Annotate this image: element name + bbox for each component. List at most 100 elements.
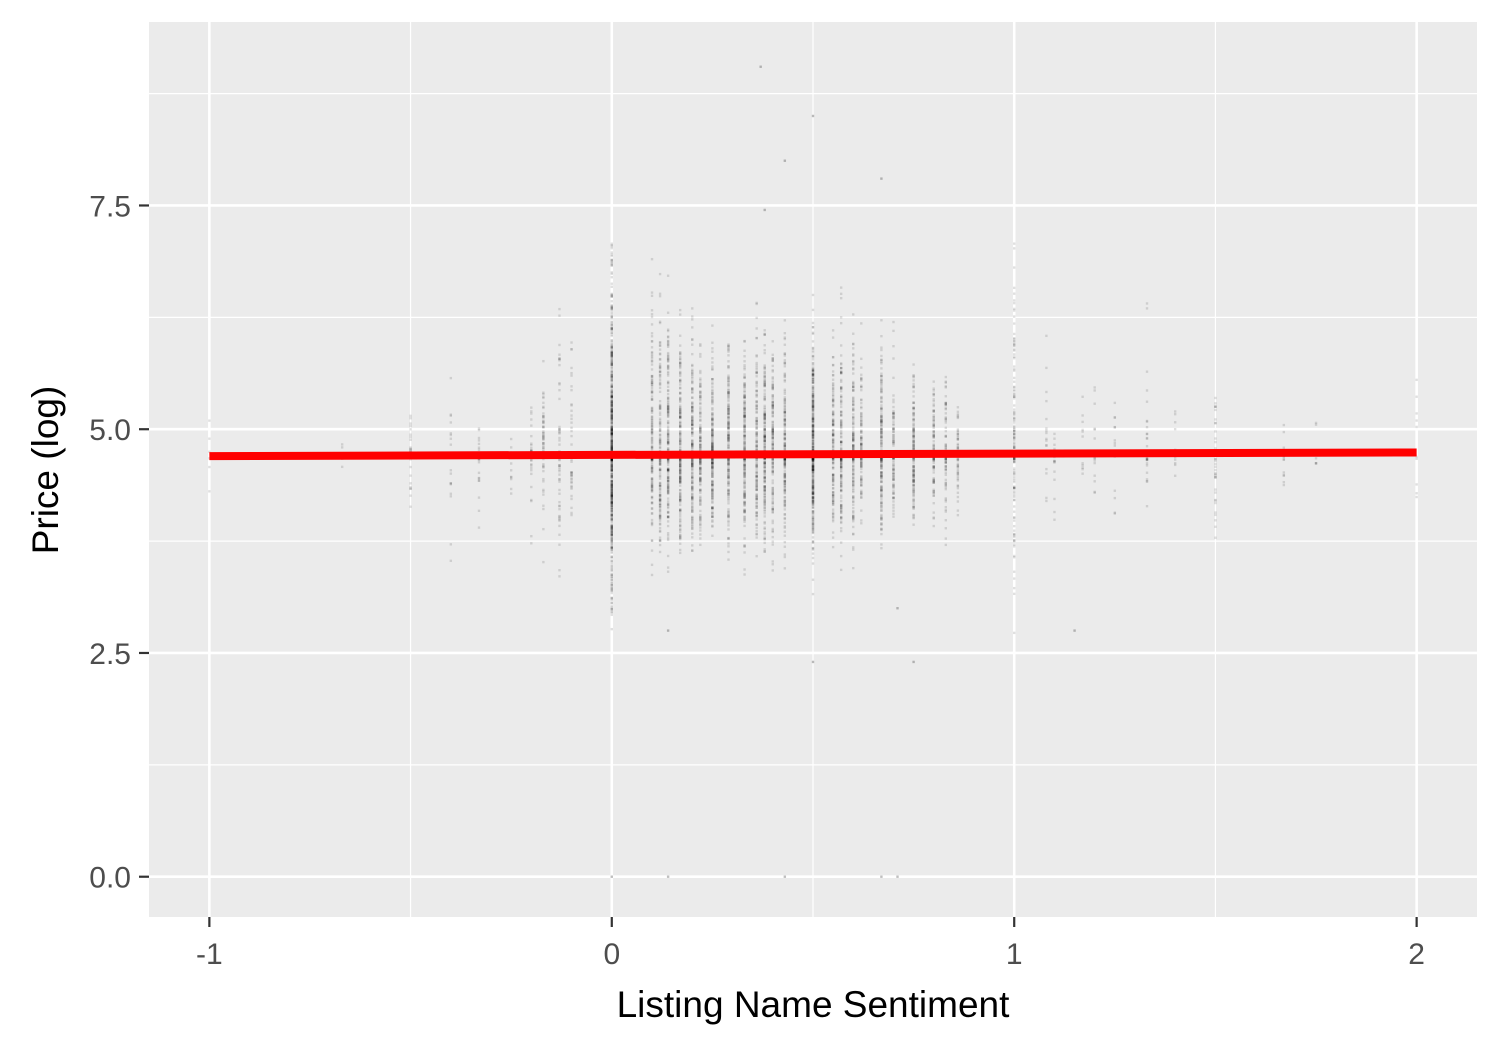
data-point	[610, 435, 613, 438]
data-point	[610, 570, 613, 573]
data-point	[558, 436, 561, 440]
data-point	[860, 421, 863, 425]
data-point	[610, 530, 613, 534]
data-point	[666, 486, 670, 489]
data-point	[944, 418, 947, 421]
data-point	[912, 447, 915, 451]
data-point	[755, 479, 758, 482]
data-point	[852, 506, 855, 510]
data-point	[727, 405, 730, 409]
data-point	[691, 438, 694, 442]
data-point	[763, 434, 766, 438]
data-point	[880, 435, 883, 438]
data-point	[755, 515, 758, 518]
data-point	[542, 415, 545, 418]
data-point	[743, 405, 746, 408]
data-point	[691, 315, 694, 318]
data-point	[852, 353, 855, 356]
data-point	[944, 380, 947, 383]
data-point	[650, 379, 654, 382]
data-point	[679, 474, 682, 478]
data-point	[610, 493, 613, 496]
data-point	[542, 437, 545, 440]
data-point	[610, 513, 613, 517]
data-point	[727, 469, 730, 472]
data-point	[860, 442, 863, 446]
data-point	[783, 463, 787, 467]
data-point	[542, 416, 545, 420]
data-point	[691, 518, 694, 522]
data-point	[650, 315, 654, 319]
data-point	[831, 429, 835, 432]
data-point	[1013, 543, 1016, 546]
data-point	[743, 429, 746, 433]
data-point	[610, 432, 613, 435]
data-point	[610, 409, 613, 412]
data-point	[666, 441, 670, 445]
data-point	[699, 408, 702, 411]
data-point	[912, 464, 915, 467]
data-point	[727, 409, 730, 413]
data-point	[783, 501, 787, 504]
data-point	[912, 429, 915, 433]
data-point	[650, 430, 654, 434]
data-point	[711, 365, 714, 368]
data-point	[763, 489, 766, 492]
data-point	[811, 405, 815, 408]
data-point	[743, 368, 746, 371]
data-point	[755, 475, 758, 478]
data-point	[727, 462, 730, 466]
data-point	[755, 366, 758, 369]
data-point	[679, 476, 682, 480]
data-point	[743, 493, 746, 496]
data-point	[679, 536, 682, 539]
data-point	[1013, 309, 1016, 312]
data-point	[932, 387, 935, 390]
data-point	[610, 306, 613, 309]
data-point	[912, 459, 915, 462]
data-point	[610, 413, 613, 416]
data-point	[811, 458, 815, 462]
data-point	[763, 418, 766, 421]
data-point	[711, 400, 714, 404]
data-point	[763, 495, 766, 499]
data-point	[811, 385, 815, 388]
data-point	[912, 445, 915, 449]
data-point	[610, 353, 613, 357]
data-point	[542, 431, 545, 435]
data-point	[650, 418, 654, 421]
data-point	[771, 488, 774, 492]
data-point	[852, 433, 855, 436]
data-point	[892, 459, 895, 462]
data-point	[658, 457, 662, 461]
data-point	[912, 427, 915, 430]
data-point	[666, 458, 670, 461]
data-point	[783, 352, 787, 356]
data-point	[783, 405, 787, 409]
data-point	[831, 378, 835, 381]
data-point	[610, 411, 613, 415]
data-point	[743, 502, 746, 505]
data-point	[610, 441, 613, 444]
data-point	[711, 487, 714, 491]
data-point	[831, 422, 835, 425]
data-point	[880, 458, 883, 461]
data-point	[610, 360, 613, 364]
data-point	[892, 482, 895, 485]
data-point	[691, 497, 694, 500]
data-point	[763, 492, 766, 496]
data-point	[650, 395, 654, 398]
data-point	[743, 383, 746, 386]
data-point	[610, 525, 613, 528]
data-point	[880, 434, 883, 438]
data-point	[610, 429, 613, 432]
data-point	[727, 445, 730, 448]
data-point	[691, 375, 694, 378]
data-point	[852, 457, 855, 460]
data-point	[666, 490, 670, 493]
data-point	[956, 415, 960, 419]
data-point	[839, 414, 843, 417]
data-point	[650, 340, 654, 343]
data-point	[831, 363, 835, 367]
data-point	[699, 488, 702, 491]
